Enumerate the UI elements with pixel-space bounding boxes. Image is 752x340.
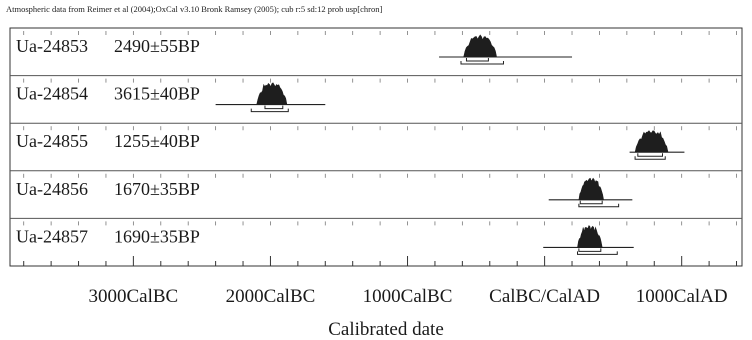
- x-tick-label: 1000CalAD: [636, 286, 728, 307]
- sample-row: Ua-24856 1670±35BP: [10, 170, 742, 208]
- x-tick-label: 2000CalBC: [226, 286, 316, 307]
- x-tick-label: 1000CalBC: [363, 286, 453, 307]
- x-axis: 3000CalBC 2000CalBC 1000CalBC CalBC/CalAD 10…: [23, 256, 738, 307]
- probability-distribution: [634, 130, 669, 153]
- sample-radiocarbon-age: 2490±55BP: [114, 36, 200, 56]
- probability-distribution: [578, 177, 604, 201]
- plot-frame: [9, 27, 743, 267]
- range-1sigma: [579, 200, 603, 205]
- sample-row: Ua-24854 3615±40BP: [10, 75, 742, 113]
- range-1sigma: [637, 153, 663, 157]
- range-1sigma: [465, 58, 489, 62]
- sample-row: Ua-24857 1690±35BP: [10, 217, 742, 255]
- probability-distribution: [256, 82, 288, 105]
- sample-lab-id: Ua-24856: [16, 179, 88, 199]
- sample-lab-id: Ua-24855: [16, 131, 88, 151]
- sample-row: Ua-24853 2490±55BP: [16, 31, 737, 65]
- range-2sigma: [250, 108, 289, 113]
- sample-radiocarbon-age: 1255±40BP: [114, 131, 200, 151]
- x-axis-label: Calibrated date: [328, 319, 444, 340]
- sample-lab-id: Ua-24853: [16, 36, 88, 56]
- range-2sigma: [577, 251, 618, 255]
- range-2sigma: [634, 156, 666, 160]
- range-2sigma: [460, 61, 504, 65]
- sample-radiocarbon-age: 3615±40BP: [114, 84, 200, 104]
- sample-radiocarbon-age: 1670±35BP: [114, 179, 200, 199]
- range-2sigma: [578, 203, 620, 208]
- sample-row: Ua-24855 1255±40BP: [10, 122, 742, 160]
- header-note: Atmospheric data from Reimer et al (2004…: [6, 4, 383, 14]
- probability-distribution: [463, 34, 497, 58]
- sample-lab-id: Ua-24854: [16, 84, 88, 104]
- range-1sigma: [264, 105, 284, 110]
- probability-distribution: [577, 225, 603, 248]
- x-tick-label: 3000CalBC: [89, 286, 179, 307]
- sample-lab-id: Ua-24857: [16, 226, 88, 246]
- sample-radiocarbon-age: 1690±35BP: [114, 226, 200, 246]
- x-tick-label: CalBC/CalAD: [489, 286, 600, 307]
- range-1sigma: [578, 248, 602, 252]
